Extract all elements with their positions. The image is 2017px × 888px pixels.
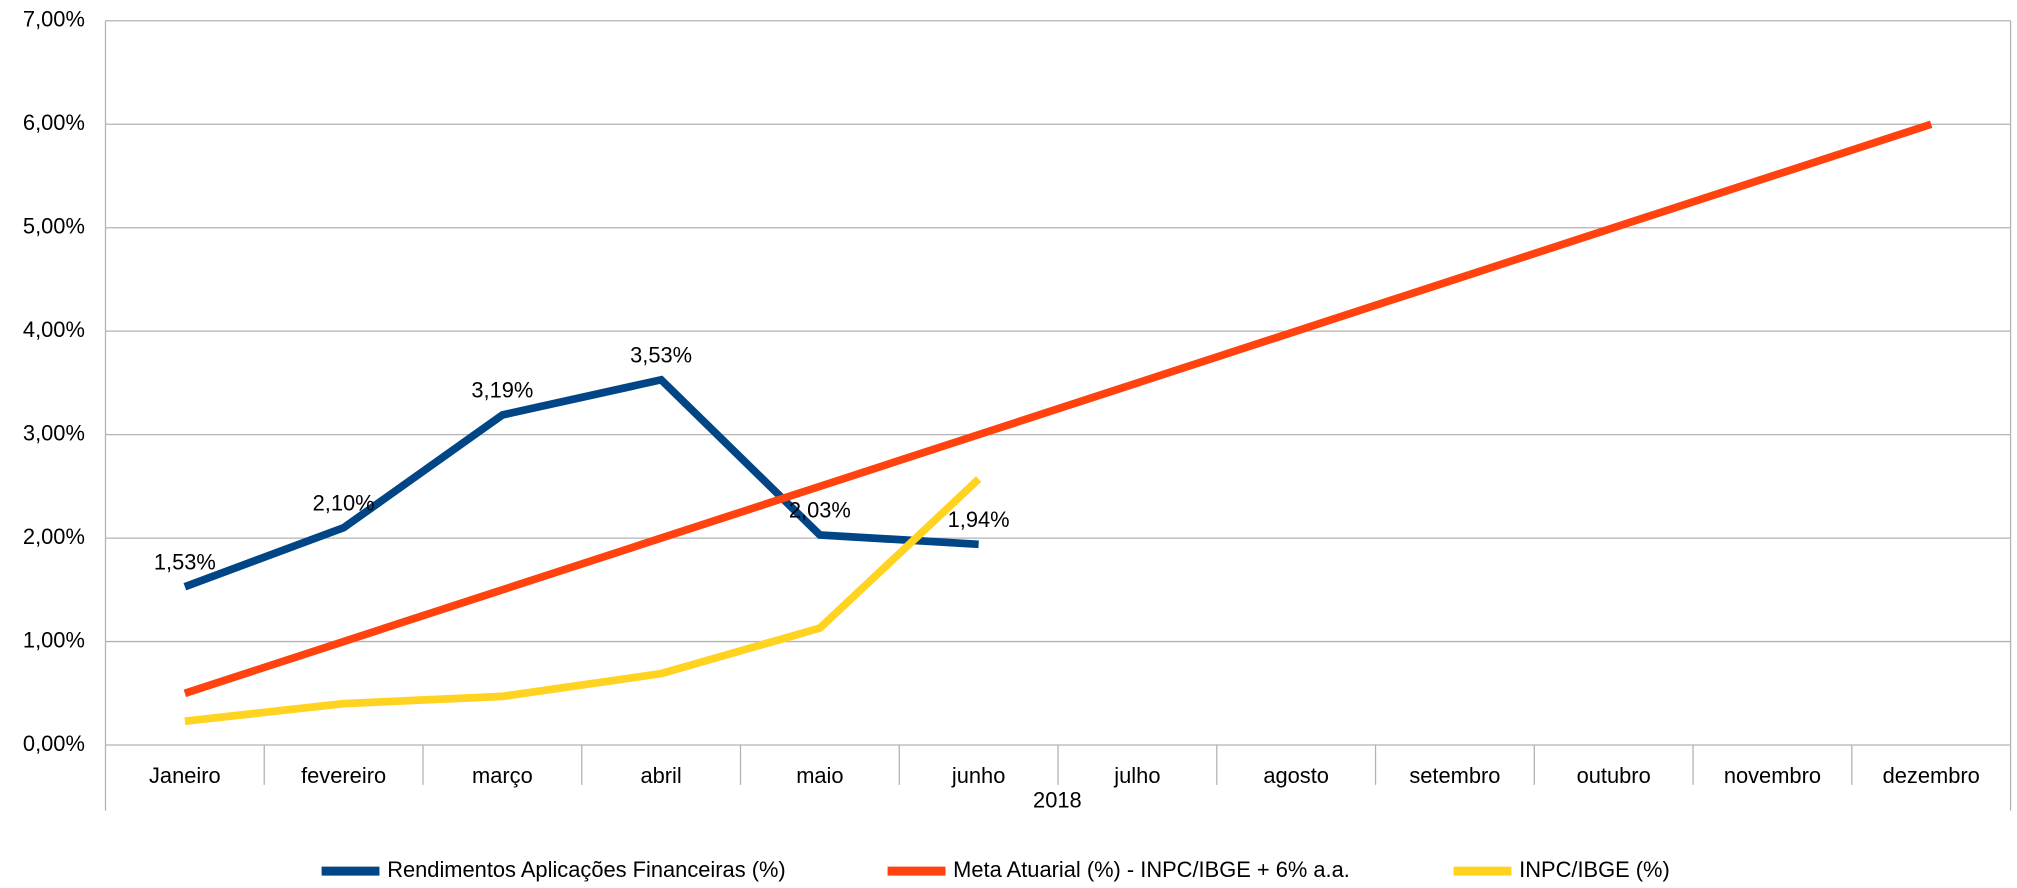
data-label: 1,53% (154, 549, 216, 574)
data-label: 2,10% (313, 490, 375, 515)
data-label: 3,53% (630, 342, 692, 367)
y-tick-label: 0,00% (23, 731, 85, 756)
x-tick-label: abril (640, 763, 681, 788)
x-tick-label: maio (796, 763, 843, 788)
series-line (184, 476, 982, 726)
x-tick-label: Janeiro (149, 763, 221, 788)
y-tick-label: 6,00% (23, 110, 85, 135)
legend-label: Rendimentos Aplicações Financeiras (%) (387, 857, 786, 882)
y-tick-label: 3,00% (23, 420, 85, 445)
x-tick-label: agosto (1263, 763, 1329, 788)
y-tick-label: 4,00% (23, 317, 85, 342)
series-line (183, 120, 1933, 697)
x-tick-label: março (472, 763, 533, 788)
series-line (183, 375, 979, 591)
x-tick-label: outubro (1577, 763, 1651, 788)
data-label: 1,94% (948, 507, 1010, 532)
x-tick-label: setembro (1409, 763, 1500, 788)
x-axis-label: 2018 (1033, 787, 1082, 812)
legend-label: Meta Atuarial (%) - INPC/IBGE + 6% a.a. (953, 857, 1350, 882)
legend-label: INPC/IBGE (%) (1519, 857, 1670, 882)
x-tick-label: julho (1113, 763, 1160, 788)
x-tick-label: novembro (1724, 763, 1821, 788)
y-tick-label: 5,00% (23, 213, 85, 238)
x-tick-label: fevereiro (301, 763, 386, 788)
x-tick-label: junho (951, 763, 1005, 788)
data-label: 3,19% (471, 378, 533, 403)
y-tick-label: 2,00% (23, 524, 85, 549)
x-tick-label: dezembro (1883, 763, 1980, 788)
y-tick-label: 1,00% (23, 627, 85, 652)
data-label: 2,03% (789, 498, 851, 523)
y-tick-label: 7,00% (23, 7, 85, 32)
